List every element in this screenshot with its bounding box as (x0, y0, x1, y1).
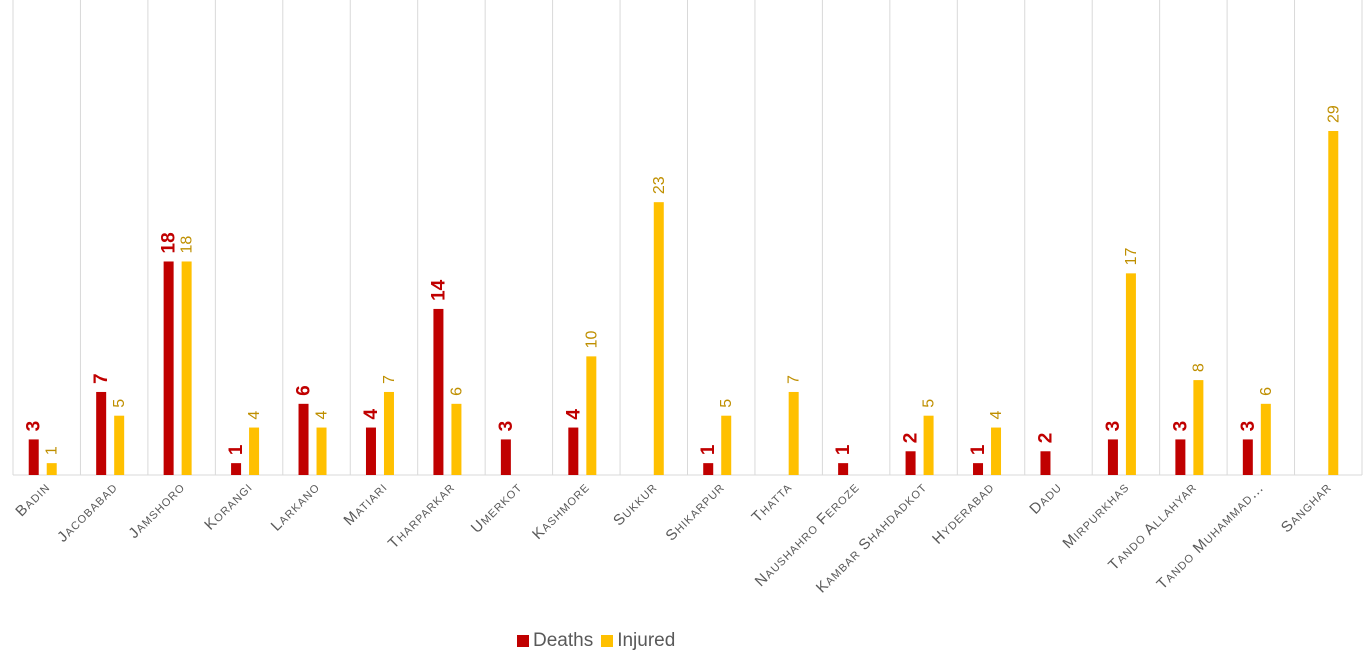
data-label-injured: 4 (246, 411, 263, 420)
data-label-deaths: 4 (563, 409, 584, 420)
bar-injured (383, 391, 394, 475)
data-label-injured: 4 (314, 411, 331, 420)
data-label-injured: 6 (1258, 387, 1275, 396)
bar-injured (181, 261, 192, 475)
bar-injured (991, 427, 1002, 475)
bar-deaths (703, 463, 714, 475)
bar-injured (923, 415, 934, 475)
data-label-deaths: 6 (294, 385, 315, 396)
bar-injured (586, 356, 597, 475)
bar-deaths (568, 427, 579, 475)
bar-injured (451, 403, 462, 475)
bar-deaths (28, 439, 39, 475)
x-tick-label: Kambar Shahdadkot (813, 479, 931, 597)
data-label-injured: 5 (111, 399, 128, 408)
bar-injured (1193, 380, 1204, 475)
data-label-deaths: 3 (1238, 421, 1259, 432)
data-label-deaths: 3 (24, 421, 45, 432)
bar-injured (1328, 131, 1339, 475)
x-tick-label: Mirpurkhas (1059, 479, 1132, 552)
bar-deaths (905, 451, 916, 475)
bar-deaths (838, 463, 849, 475)
data-label-injured: 5 (921, 399, 938, 408)
data-label-injured: 18 (179, 236, 196, 254)
data-label-injured: 10 (583, 330, 600, 348)
x-tick-label: Kashmore (529, 479, 593, 543)
bar-deaths (1175, 439, 1186, 475)
bar-deaths (163, 261, 174, 475)
bar-injured (46, 463, 57, 475)
legend-label-injured: Injured (617, 630, 676, 651)
data-label-deaths: 4 (361, 409, 382, 420)
data-label-deaths: 3 (1170, 421, 1191, 432)
x-tick-label: Dadu (1026, 479, 1065, 518)
data-label-deaths: 2 (901, 433, 922, 444)
data-label-deaths: 1 (833, 444, 854, 455)
data-label-deaths: 3 (496, 421, 517, 432)
bar-injured (1125, 273, 1136, 475)
data-label-injured: 6 (448, 387, 465, 396)
data-label-injured: 7 (786, 375, 803, 384)
data-label-injured: 4 (988, 411, 1005, 420)
x-tick-label: Sanghar (1278, 479, 1335, 536)
data-label-deaths: 3 (1103, 421, 1124, 432)
data-label-deaths: 2 (1035, 433, 1056, 444)
x-tick-label: Larkano (268, 479, 324, 535)
x-tick-label: Sukkur (610, 479, 661, 530)
x-tick-label: Matiari (340, 479, 390, 529)
bar-deaths (973, 463, 984, 475)
bar-injured (114, 415, 125, 475)
data-label-injured: 29 (1325, 105, 1342, 123)
legend-item-injured: Injured (601, 630, 675, 652)
data-label-deaths: 14 (428, 279, 449, 301)
bar-deaths (1242, 439, 1253, 475)
legend-item-deaths: Deaths (517, 630, 593, 652)
bar-deaths (231, 463, 242, 475)
bar-injured (316, 427, 327, 475)
data-label-deaths: 1 (226, 444, 247, 455)
data-label-injured: 17 (1123, 247, 1140, 265)
data-label-deaths: 7 (91, 373, 112, 384)
bar-deaths (298, 403, 309, 475)
x-tick-label: Badin (12, 479, 53, 520)
data-label-deaths: 1 (968, 444, 989, 455)
x-tick-label: Korangi (201, 479, 256, 534)
data-label-injured: 23 (651, 176, 668, 194)
x-tick-label: Jacobabad (54, 479, 121, 546)
bar-injured (1260, 403, 1271, 475)
data-label-injured: 8 (1190, 363, 1207, 372)
x-tick-label: Thatta (748, 479, 795, 526)
bar-deaths (1107, 439, 1118, 475)
x-tick-label: Shikarpur (662, 479, 728, 545)
legend-label-deaths: Deaths (533, 630, 594, 651)
bar-injured (653, 202, 664, 475)
x-tick-label: Umerkot (468, 479, 526, 537)
injured-swatch (601, 635, 614, 647)
bar-deaths (433, 308, 444, 475)
data-label-injured: 5 (718, 399, 735, 408)
bar-deaths (365, 427, 376, 475)
deaths-swatch (517, 635, 529, 647)
data-label-deaths: 18 (159, 232, 180, 253)
bar-injured (721, 415, 732, 475)
bar-deaths (1040, 451, 1051, 475)
data-label-injured: 7 (381, 375, 398, 384)
x-tick-label: Tharparkar (385, 479, 458, 552)
bar-injured (249, 427, 260, 475)
x-tick-label: Jamshoro (125, 479, 188, 542)
bar-deaths (96, 391, 107, 475)
bar-deaths (500, 439, 511, 475)
x-tick-label: Hyderabad (929, 479, 998, 548)
legend: Deaths Injured (517, 630, 675, 652)
data-label-deaths: 1 (698, 444, 719, 455)
data-label-injured: 1 (44, 446, 61, 455)
bar-injured (788, 391, 799, 475)
